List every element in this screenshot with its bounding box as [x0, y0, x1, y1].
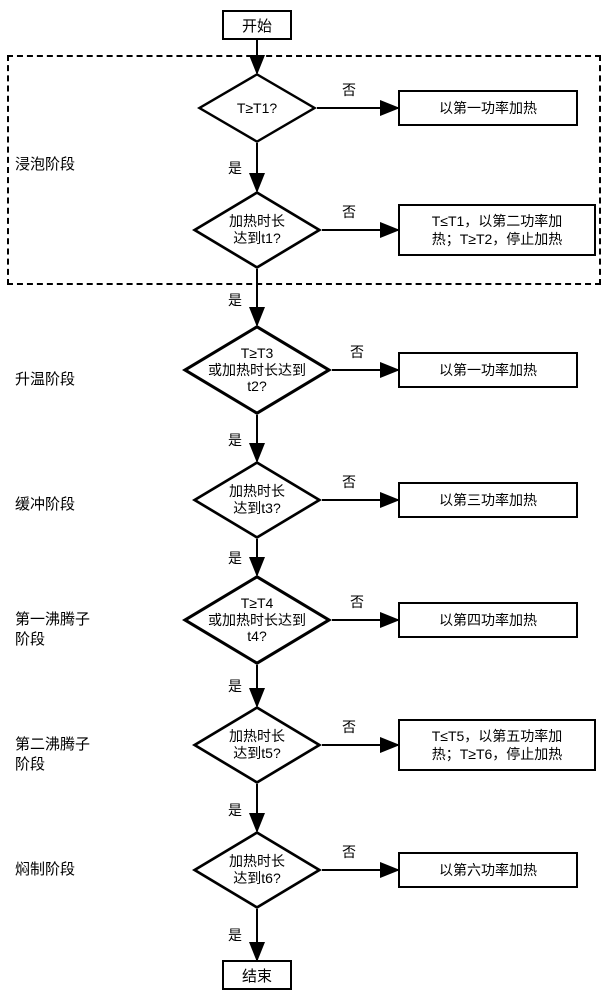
no-label-4: 否 — [342, 472, 356, 492]
stage-label-braise: 焖制阶段 — [15, 860, 115, 880]
yes-label-1: 是 — [228, 158, 242, 178]
yes-label-2: 是 — [228, 290, 242, 310]
no-label-3: 否 — [350, 342, 364, 362]
no-label-7: 否 — [342, 842, 356, 862]
yes-label-7: 是 — [228, 925, 242, 945]
stage-label-soak: 浸泡阶段 — [15, 155, 115, 175]
no-label-6: 否 — [342, 717, 356, 737]
process-p7: 以第六功率加热 — [398, 852, 578, 888]
no-label-2: 否 — [342, 202, 356, 222]
process-p1: 以第一功率加热 — [398, 90, 578, 126]
yes-label-4: 是 — [228, 548, 242, 568]
stage-label-boil1: 第一沸腾子 阶段 — [15, 610, 115, 651]
end-label: 结束 — [242, 965, 272, 986]
process-p5: 以第四功率加热 — [398, 602, 578, 638]
no-label-1: 否 — [342, 80, 356, 100]
process-p6: T≤T5，以第五功率加 热；T≥T6，停止加热 — [398, 719, 596, 771]
decision-d7: 加热时长 达到t6? — [192, 831, 322, 909]
process-p2: T≤T1，以第二功率加 热；T≥T2，停止加热 — [398, 204, 596, 256]
decision-d2: 加热时长 达到t1? — [192, 191, 322, 269]
stage-label-heatup: 升温阶段 — [15, 370, 115, 390]
process-p3: 以第一功率加热 — [398, 352, 578, 388]
stage-label-boil2: 第二沸腾子 阶段 — [15, 735, 115, 776]
start-terminal: 开始 — [222, 10, 292, 40]
decision-d1: T≥T1? — [197, 73, 317, 143]
decision-d4: 加热时长 达到t3? — [192, 461, 322, 539]
stage-label-buffer: 缓冲阶段 — [15, 495, 115, 515]
start-label: 开始 — [242, 15, 272, 36]
no-label-5: 否 — [350, 592, 364, 612]
decision-d5: T≥T4 或加热时长达到 t4? — [182, 575, 332, 665]
decision-d6: 加热时长 达到t5? — [192, 706, 322, 784]
decision-d3: T≥T3 或加热时长达到 t2? — [182, 325, 332, 415]
process-p4: 以第三功率加热 — [398, 482, 578, 518]
yes-label-6: 是 — [228, 800, 242, 820]
end-terminal: 结束 — [222, 960, 292, 990]
yes-label-5: 是 — [228, 676, 242, 696]
yes-label-3: 是 — [228, 430, 242, 450]
